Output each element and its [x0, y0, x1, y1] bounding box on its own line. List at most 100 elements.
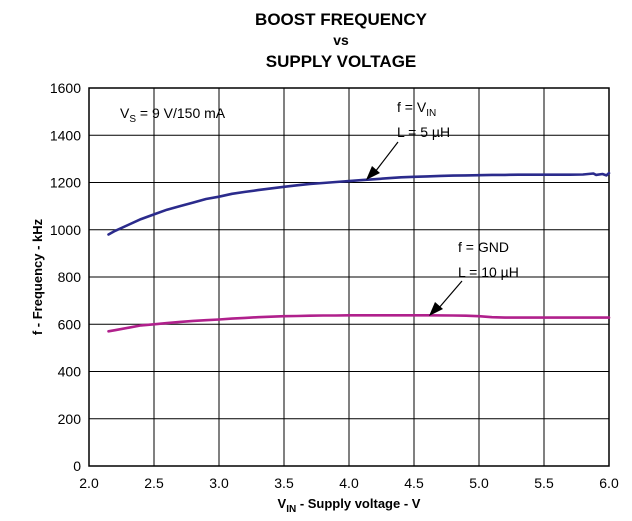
series-2-point — [231, 317, 233, 320]
chart-title-line-2: vs — [333, 32, 349, 48]
x-tick-label: 5.5 — [534, 475, 554, 491]
series-1-point — [426, 175, 428, 178]
grid — [88, 87, 610, 467]
series-1-point — [179, 205, 181, 207]
series-1-point — [244, 191, 246, 193]
series-1-point — [465, 174, 467, 177]
series-1-point — [439, 175, 441, 177]
series-1-point — [608, 172, 610, 174]
series-2-point — [322, 314, 324, 317]
series-1-point — [517, 173, 519, 176]
x-tick-label: 2.0 — [79, 475, 99, 491]
series-1-point — [127, 224, 129, 226]
series-2-point — [218, 318, 220, 321]
series-2-point — [608, 316, 610, 319]
conditions-sub: S — [129, 114, 136, 125]
series-1-point — [348, 180, 350, 182]
series-2-point — [335, 314, 337, 317]
series-2-point — [400, 314, 402, 317]
annotation-arrows — [366, 141, 463, 316]
series-1-point — [322, 182, 324, 184]
series-2-point — [426, 314, 428, 317]
series-1-point — [153, 213, 155, 216]
upper-series-label-2: L = 5 µH — [397, 124, 450, 140]
series-1-point — [361, 179, 363, 181]
series-2-point — [114, 329, 116, 332]
series-2-point — [205, 319, 207, 322]
y-tick-label: 1200 — [50, 175, 81, 191]
y-tick-label: 800 — [58, 269, 82, 285]
series-1-point — [205, 198, 207, 200]
series-1-point — [452, 174, 454, 177]
y-tick-label: 1600 — [50, 80, 81, 96]
series-2-point — [478, 315, 480, 318]
series-2-point — [127, 327, 129, 329]
y-tick-label: 600 — [58, 316, 82, 332]
series-2-point — [257, 316, 259, 319]
y-tick-label: 0 — [73, 458, 81, 474]
series-1-point — [107, 233, 110, 236]
series-1-point — [569, 173, 571, 176]
upper-arrow-head — [366, 166, 380, 180]
series-2-point — [179, 321, 181, 323]
series-1-point — [166, 208, 168, 211]
series-1-point — [400, 176, 402, 179]
y-tick-label: 1400 — [50, 127, 81, 143]
x-tick-label: 5.0 — [469, 475, 489, 491]
series-1-point — [387, 177, 389, 179]
y-axis-label: f - Frequency - kHz — [30, 218, 45, 335]
y-tick-label: 400 — [58, 364, 82, 380]
series-2-point — [530, 316, 532, 319]
upper-series-label-1: f = VIN — [397, 99, 436, 119]
x-axis-label-rest: - Supply voltage - V — [296, 496, 421, 511]
upper-label-sub: IN — [426, 108, 436, 119]
conditions-label: VS = 9 V/150 mA — [120, 105, 226, 125]
series-1-point — [335, 181, 337, 183]
series-1-point — [140, 218, 142, 220]
series-2-point — [309, 314, 311, 317]
series-2-point — [244, 317, 246, 319]
y-tick-label: 200 — [58, 411, 82, 427]
x-tick-label: 4.5 — [404, 475, 424, 491]
lower-series-label-1: f = GND — [458, 239, 509, 255]
series-1-point — [114, 230, 116, 232]
series-1-point — [231, 193, 233, 195]
series-2-point — [556, 316, 558, 319]
series-1-point — [192, 201, 194, 204]
series-1-point — [582, 173, 584, 176]
conditions-rest: = 9 V/150 mA — [136, 105, 226, 121]
x-tick-label: 3.0 — [209, 475, 229, 491]
chart-title-line-1: BOOST FREQUENCY — [255, 10, 428, 29]
series-2-point — [582, 316, 584, 319]
series-2-point — [452, 314, 454, 317]
upper-arrow-line — [374, 141, 399, 173]
series-1-point — [491, 174, 493, 176]
series-2-point — [283, 315, 285, 318]
series-2-point — [491, 316, 493, 319]
series-1-point — [374, 178, 376, 180]
series-2-point — [270, 315, 272, 318]
series-1-point — [257, 189, 259, 191]
x-tick-label: 2.5 — [144, 475, 164, 491]
series-1-point — [478, 174, 480, 176]
series-1-point — [605, 174, 608, 177]
upper-label-main: f = V — [397, 99, 427, 115]
series-line-2 — [107, 313, 611, 333]
chart-title-line-3: SUPPLY VOLTAGE — [266, 52, 417, 71]
x-axis-label-main: V — [278, 496, 287, 511]
series-1-point — [218, 195, 220, 198]
series-1-point — [530, 173, 532, 176]
x-axis-label-sub: IN — [286, 504, 296, 515]
y-tick-labels: 0 200 400 600 800 1000 1200 1400 1600 — [50, 80, 81, 474]
series-1-point — [309, 183, 311, 185]
series-1-point — [556, 173, 558, 176]
series-2-point — [296, 315, 298, 317]
x-tick-labels: 2.0 2.5 3.0 3.5 4.0 4.5 5.0 5.5 6.0 — [79, 475, 619, 491]
series-1-point — [283, 186, 285, 188]
series-1-point — [504, 174, 506, 176]
series-1-point — [592, 172, 595, 175]
series-1-point — [413, 176, 415, 178]
x-tick-label: 6.0 — [599, 475, 619, 491]
series-2-point — [140, 324, 142, 327]
